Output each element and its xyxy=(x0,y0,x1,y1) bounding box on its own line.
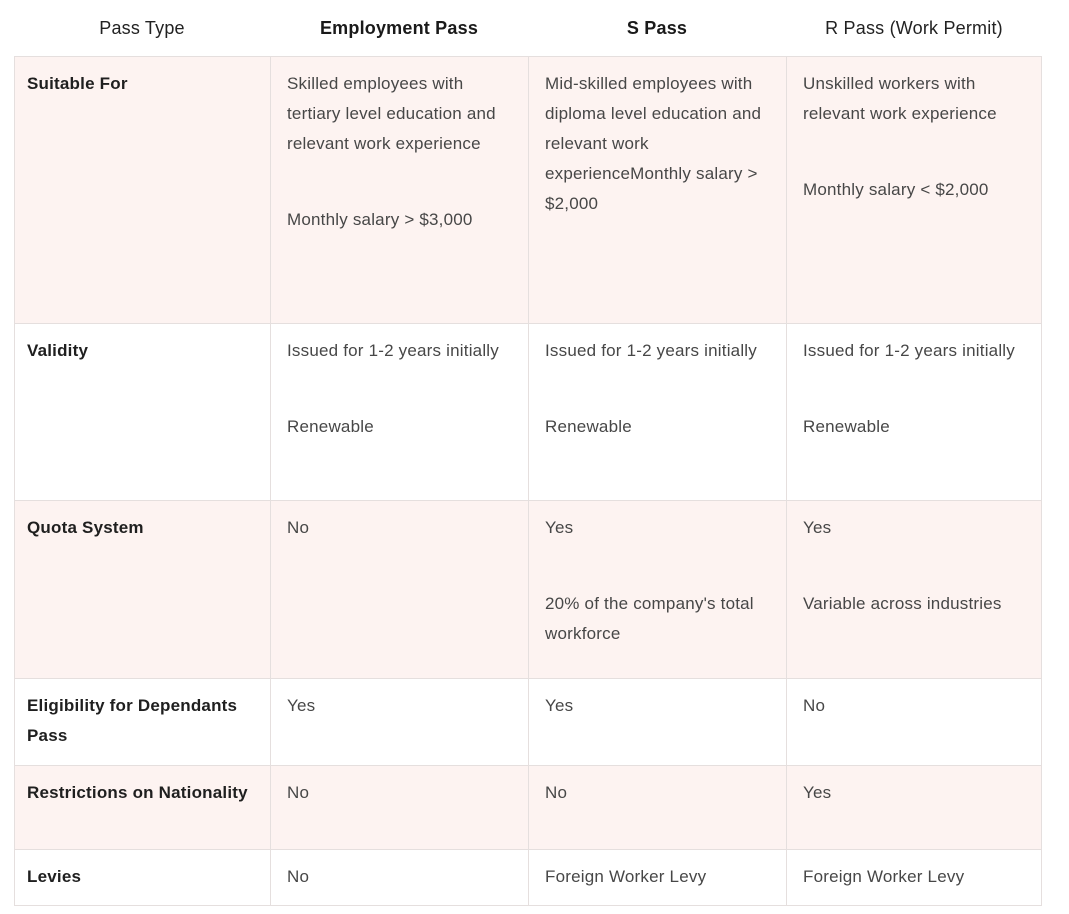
row-label-cell: Levies xyxy=(27,867,82,886)
cell-paragraph: Mid-skilled employees with diploma level… xyxy=(545,74,762,213)
data-cell-employment-pass: Skilled employees with tertiary level ed… xyxy=(270,57,528,323)
data-cell-employment-pass: No xyxy=(270,501,528,678)
data-cell-r-pass: Unskilled workers with relevant work exp… xyxy=(786,57,1041,323)
cell-paragraph: Renewable xyxy=(287,417,374,436)
header-r-pass-work-permit: R Pass (Work Permit) xyxy=(825,17,1003,38)
data-cell-r-pass: Yes Variable across industries xyxy=(786,501,1041,678)
data-cell-employment-pass: Issued for 1-2 years initially Renewable xyxy=(270,324,528,500)
pass-comparison-table: Pass Type Employment Pass S Pass R Pass … xyxy=(14,0,1042,906)
table-row-restrictions-nationality: Restrictions on Nationality No No Yes xyxy=(15,765,1041,849)
data-cell-r-pass: Issued for 1-2 years initially Renewable xyxy=(786,324,1041,500)
table-row-validity: Validity Issued for 1-2 years initially R… xyxy=(15,323,1041,500)
data-cell-employment-pass: No xyxy=(270,766,528,849)
data-cell-r-pass: Foreign Worker Levy xyxy=(786,850,1041,905)
cell-paragraph: Yes xyxy=(803,518,832,537)
table-header-row: Pass Type Employment Pass S Pass R Pass … xyxy=(14,0,1042,56)
cell-paragraph: Issued for 1-2 years initially xyxy=(545,341,757,360)
table-row-quota-system: Quota System No Yes 20% of the company's … xyxy=(15,500,1041,678)
data-cell-s-pass: No xyxy=(528,766,786,849)
header-pass-type: Pass Type xyxy=(99,17,185,38)
cell-paragraph: Yes xyxy=(803,783,832,802)
data-cell-r-pass: Yes xyxy=(786,766,1041,849)
table-row-levies: Levies No Foreign Worker Levy Foreign Wo… xyxy=(15,849,1041,905)
cell-paragraph: Monthly salary > $3,000 xyxy=(287,210,473,229)
row-label-cell: Restrictions on Nationality xyxy=(27,783,248,802)
table-row-suitable-for: Suitable For Skilled employees with tert… xyxy=(15,57,1041,323)
row-label-cell: Suitable For xyxy=(27,74,128,93)
data-cell-employment-pass: Yes xyxy=(270,679,528,765)
table-row-eligibility-dependants-pass: Eligibility for Dependants Pass Yes Yes … xyxy=(15,678,1041,765)
cell-paragraph: Skilled employees with tertiary level ed… xyxy=(287,74,496,153)
data-cell-r-pass: No xyxy=(786,679,1041,765)
cell-paragraph: Issued for 1-2 years initially xyxy=(803,341,1015,360)
data-cell-s-pass: Foreign Worker Levy xyxy=(528,850,786,905)
cell-paragraph: Variable across industries xyxy=(803,594,1002,613)
cell-paragraph: Renewable xyxy=(803,417,890,436)
data-cell-s-pass: Yes xyxy=(528,679,786,765)
cell-paragraph: No xyxy=(287,867,310,886)
row-label-cell: Eligibility for Dependants Pass xyxy=(27,696,238,745)
data-cell-s-pass: Mid-skilled employees with diploma level… xyxy=(528,57,786,323)
cell-paragraph: Foreign Worker Levy xyxy=(803,867,965,886)
cell-paragraph: Yes xyxy=(287,696,316,715)
table-body: Suitable For Skilled employees with tert… xyxy=(14,56,1042,906)
cell-paragraph: 20% of the company's total workforce xyxy=(545,594,754,643)
data-cell-s-pass: Yes 20% of the company's total workforce xyxy=(528,501,786,678)
cell-paragraph: No xyxy=(545,783,568,802)
cell-paragraph: No xyxy=(287,783,310,802)
cell-paragraph: Renewable xyxy=(545,417,632,436)
header-s-pass: S Pass xyxy=(626,17,688,38)
row-label-cell: Quota System xyxy=(27,518,144,537)
cell-paragraph: No xyxy=(803,696,826,715)
cell-paragraph: Foreign Worker Levy xyxy=(545,867,707,886)
cell-paragraph: Monthly salary < $2,000 xyxy=(803,180,989,199)
cell-paragraph: Unskilled workers with relevant work exp… xyxy=(803,74,997,123)
data-cell-s-pass: Issued for 1-2 years initially Renewable xyxy=(528,324,786,500)
cell-paragraph: Yes xyxy=(545,696,574,715)
cell-paragraph: No xyxy=(287,518,310,537)
cell-paragraph: Issued for 1-2 years initially xyxy=(287,341,499,360)
row-label-cell: Validity xyxy=(27,341,89,360)
data-cell-employment-pass: No xyxy=(270,850,528,905)
cell-paragraph: Yes xyxy=(545,518,574,537)
header-employment-pass: Employment Pass xyxy=(319,17,479,38)
